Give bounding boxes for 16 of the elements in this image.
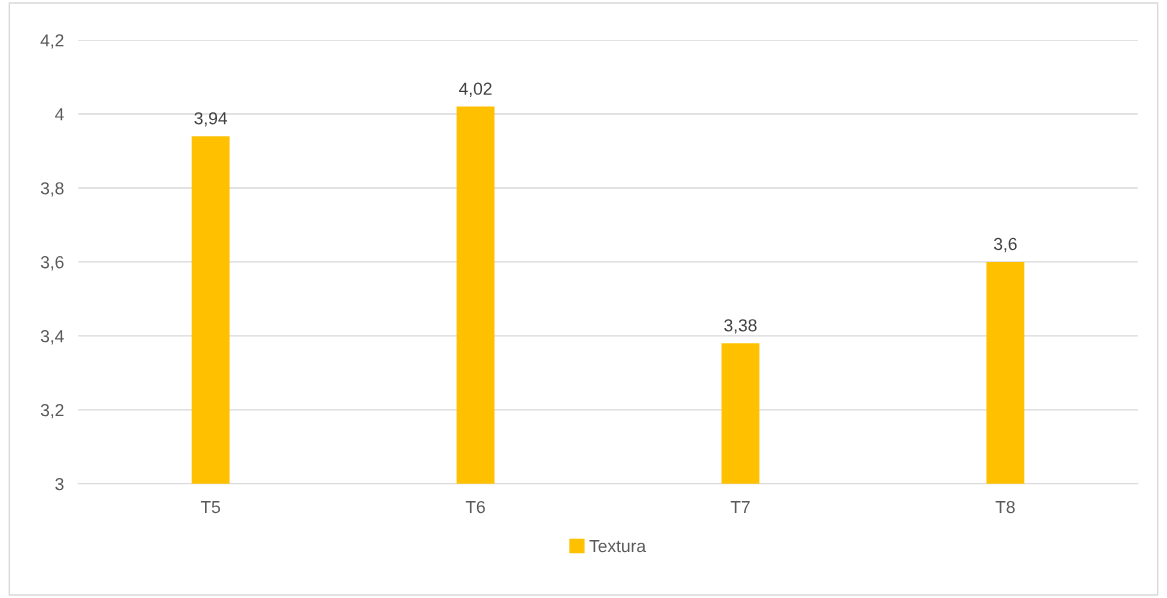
y-tick-label: 4,2 (40, 34, 64, 49)
y-tick-label: 3,8 (40, 182, 64, 197)
y-tick-label: 3,2 (40, 404, 64, 419)
data-label: 3,94 (194, 112, 228, 127)
data-label: 4,02 (459, 82, 492, 97)
data-label: 3,38 (724, 319, 757, 334)
legend-label: Textura (589, 540, 647, 553)
data-label: 3,6 (993, 237, 1017, 253)
y-tick-label: 4 (55, 108, 64, 121)
x-tick-label: T6 (465, 500, 485, 514)
y-tick-label: 3,6 (40, 256, 64, 271)
x-tick-label: T5 (200, 501, 221, 514)
x-tick-label: T7 (730, 501, 750, 514)
y-tick-label: 3 (55, 477, 64, 491)
y-tick-label: 3,4 (40, 330, 64, 345)
x-tick-label: T8 (995, 500, 1015, 514)
